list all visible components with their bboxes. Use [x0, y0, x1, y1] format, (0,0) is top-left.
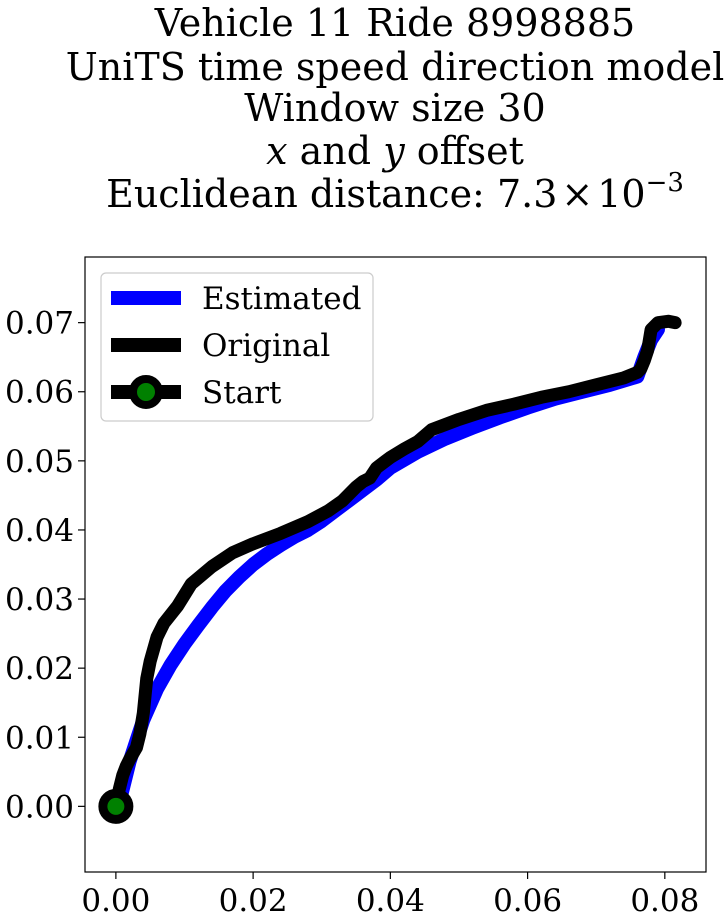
series-layer	[98, 314, 682, 824]
y-tick-label: 0.01	[5, 720, 74, 756]
y-tick-label: 0.04	[5, 513, 74, 549]
title-offset-word: offset	[417, 129, 524, 173]
title-distance-prefix: Euclidean distance:	[106, 172, 497, 216]
legend: Estimated Original Start	[100, 272, 374, 422]
x-tick-label: 0.04	[356, 883, 425, 919]
title-line-5: Euclidean distance: 7.3 × 10−3	[106, 168, 684, 216]
legend-start-marker	[129, 375, 163, 409]
title-line-3: Window size 30	[244, 86, 545, 130]
y-tick-label: 0.05	[5, 444, 74, 480]
y-tick-label: 0.00	[5, 789, 74, 825]
title-distance-mantissa: 7.3	[497, 172, 557, 216]
y-tick-label: 0.06	[5, 375, 74, 411]
chart-title: Vehicle 11 Ride 8998885 UniTS time speed…	[66, 1, 725, 216]
legend-start-label: Start	[202, 375, 282, 411]
x-tick-label: 0.00	[81, 883, 150, 919]
legend-estimated-label: Estimated	[202, 281, 361, 317]
plot-area: 0.00 0.02 0.04 0.06 0.08 0.000.010.020.030.0…	[5, 256, 707, 919]
title-x-var: x	[266, 129, 287, 173]
legend-box	[100, 272, 374, 422]
axes-frame	[84, 256, 707, 873]
x-tick-label: 0.08	[630, 883, 699, 919]
title-distance-exponent: −3	[646, 168, 684, 198]
title-line-2: UniTS time speed direction model	[66, 45, 725, 89]
title-distance-times: ×	[561, 172, 593, 216]
title-and-word: and	[300, 129, 371, 173]
title-distance-base: 10	[597, 172, 645, 216]
x-axis-ticks: 0.00 0.02 0.04 0.06 0.08	[81, 872, 699, 919]
title-line-4: x and y offset	[266, 129, 524, 173]
start-point-marker	[98, 788, 134, 824]
legend-original-label: Original	[202, 328, 330, 364]
series-line-original	[109, 314, 682, 813]
title-line-1: Vehicle 11 Ride 8998885	[154, 1, 635, 45]
y-axis-ticks: 0.00 0.01 0.02 0.03 0.04 0.05 0.06 0.07	[5, 306, 85, 825]
y-tick-label: 0.03	[5, 582, 74, 618]
title-y-var: y	[381, 129, 405, 173]
x-tick-label: 0.06	[493, 883, 562, 919]
x-tick-label: 0.02	[219, 883, 288, 919]
y-tick-label: 0.02	[5, 651, 74, 687]
y-tick-label: 0.07	[5, 306, 74, 342]
